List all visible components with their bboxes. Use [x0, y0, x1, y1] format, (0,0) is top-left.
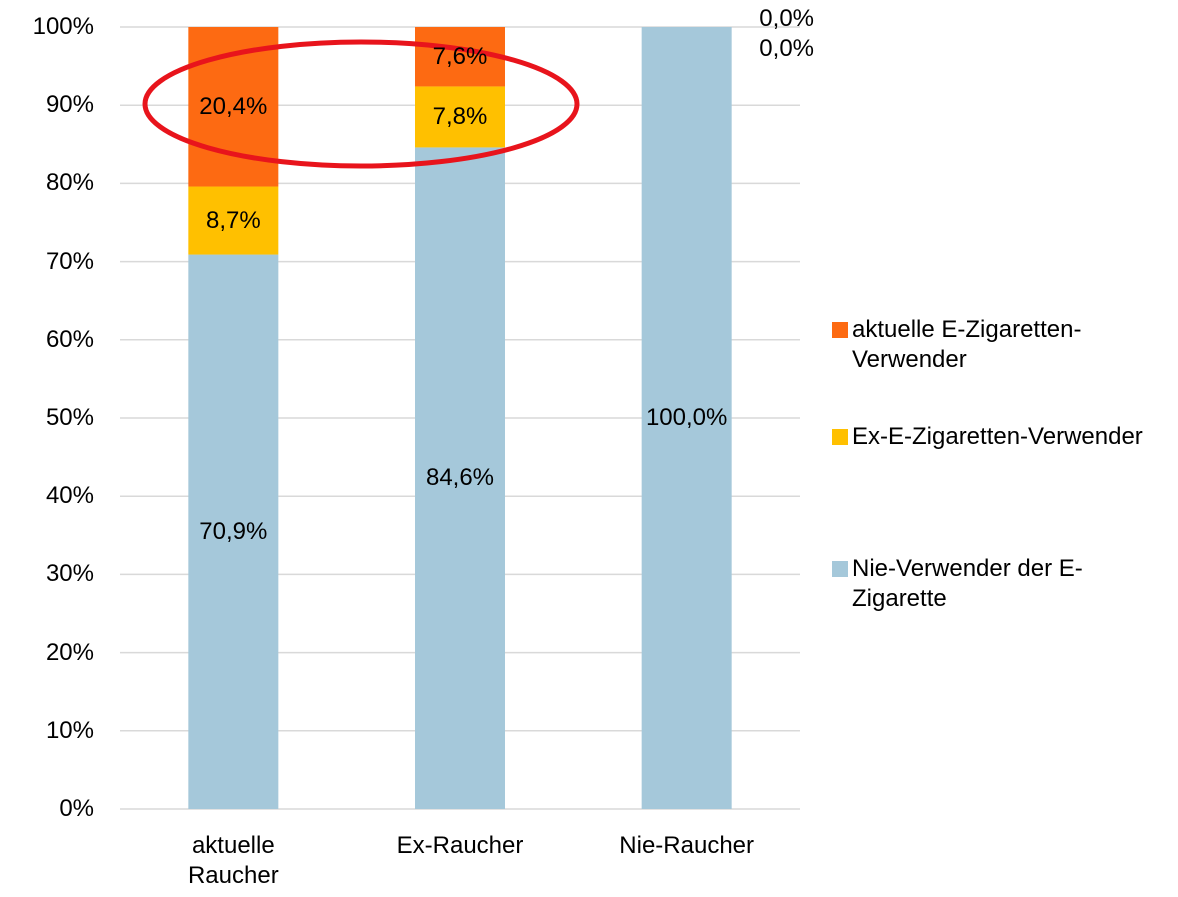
bar-segment	[641, 27, 732, 809]
data-label: 8,7%	[205, 206, 261, 234]
data-label: 7,6%	[432, 42, 488, 70]
legend-label: aktuelle E-Zigaretten-Verwender	[852, 316, 1082, 373]
legend-label: Nie-Verwender der E-Zigarette	[852, 555, 1083, 612]
x-tick-label: aktuelle Raucher	[187, 832, 279, 889]
y-tick-label: 70%	[45, 247, 94, 275]
data-label: 0,0%	[759, 5, 814, 32]
y-tick-label: 10%	[45, 716, 94, 744]
y-tick-label: 30%	[45, 560, 94, 588]
data-label: 0,0%	[759, 35, 814, 62]
data-label: 84,6%	[425, 464, 495, 492]
y-tick-label: 50%	[45, 404, 94, 431]
bar-segment	[415, 147, 505, 810]
data-label: 7,8%	[432, 102, 488, 130]
data-label: 20,4%	[199, 92, 268, 120]
y-tick-label: 0%	[59, 795, 94, 822]
y-tick-label: 80%	[45, 169, 94, 197]
legend-swatch	[832, 322, 848, 338]
y-tick-label: 40%	[45, 482, 94, 510]
bar-segment	[188, 186, 279, 255]
y-tick-label: 90%	[45, 91, 94, 119]
x-tick-label: Nie-Raucher	[619, 832, 755, 859]
legend-label: Ex-E-Zigaretten-Verwender	[852, 423, 1143, 450]
data-label: 100,0%	[645, 404, 728, 431]
y-tick-label: 100%	[32, 13, 94, 40]
y-tick-label: 60%	[45, 325, 94, 353]
legend-swatch	[832, 561, 848, 577]
highlight-ellipse	[142, 39, 580, 169]
legend-swatch	[832, 429, 848, 445]
y-tick-label: 20%	[45, 638, 94, 666]
x-tick-label: Ex-Raucher	[396, 832, 524, 859]
data-label: 70,9%	[199, 517, 268, 545]
bar-segment	[188, 254, 279, 809]
bar-segment	[415, 86, 505, 148]
